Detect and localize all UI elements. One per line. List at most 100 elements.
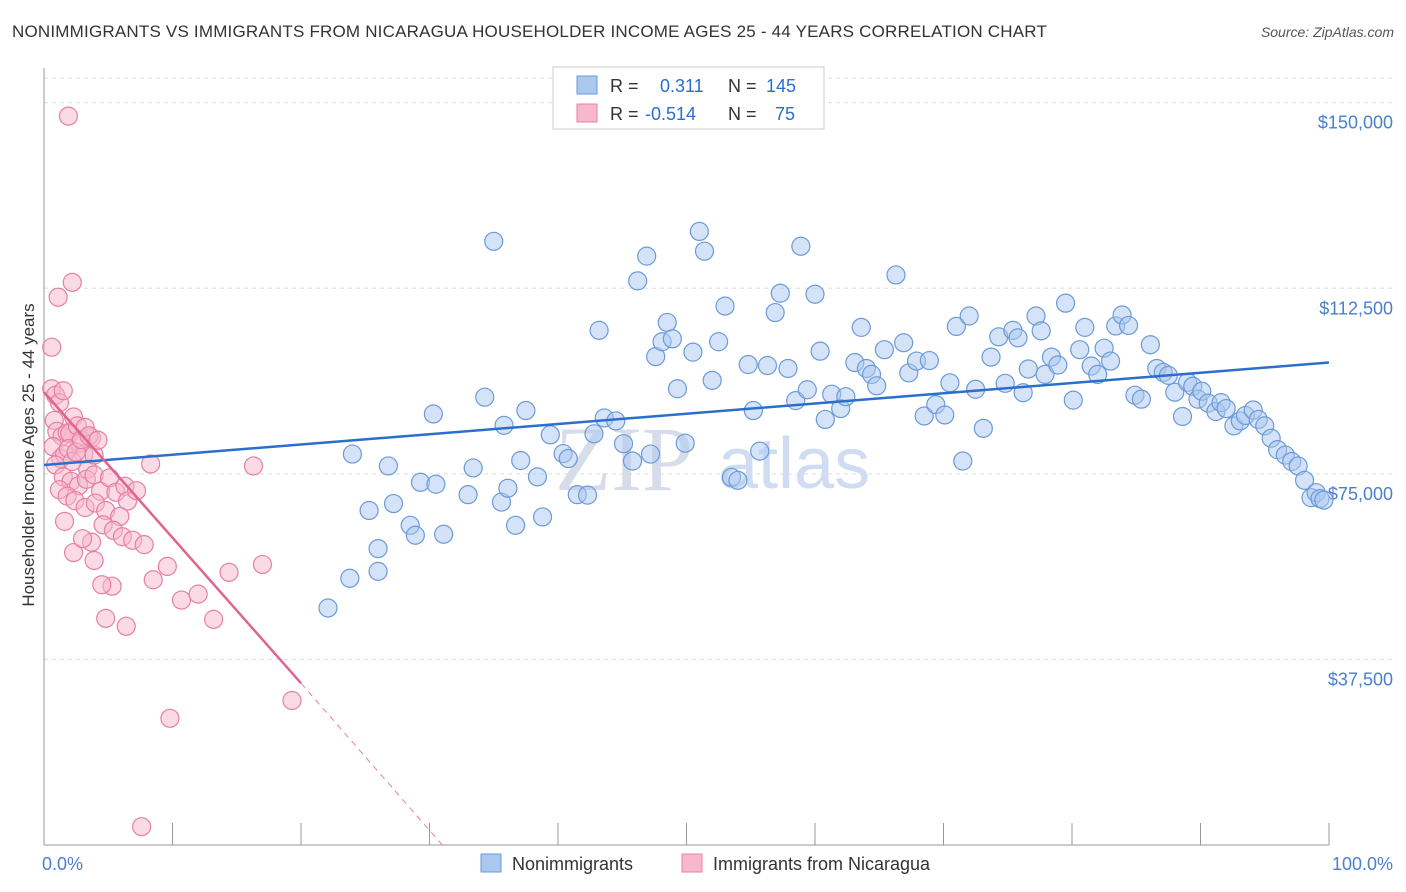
point-nicaragua [157,556,177,577]
point-nonimmigrants [815,409,835,430]
point-nonimmigrants [778,358,798,379]
point-nonimmigrants [577,485,598,505]
point-nicaragua [96,608,116,628]
data-points [42,106,1334,837]
trend-line-nicaragua [43,391,302,685]
legend-n-value-nonimmigrants: 145 [766,76,796,96]
point-nonimmigrants [1165,382,1185,402]
point-nonimmigrants [434,524,454,544]
point-nonimmigrants [667,379,688,399]
point-nonimmigrants [1140,335,1160,355]
point-nonimmigrants [1314,490,1334,510]
axes [43,68,1330,846]
point-nicaragua [134,535,154,555]
legend-r-value-nonimmigrants: 0.311 [660,76,704,96]
point-nicaragua [188,584,208,604]
point-nonimmigrants [405,525,425,545]
legend-swatch-nicaragua [576,103,598,123]
point-nonimmigrants [770,283,790,303]
point-nicaragua [132,817,152,837]
point-nicaragua [92,575,112,595]
point-nonimmigrants [981,347,1001,367]
point-nonimmigrants [1070,340,1090,360]
point-nonimmigrants [657,312,677,333]
x-tick-label-max: 100.0% [1332,854,1393,874]
point-nonimmigrants [498,478,518,498]
point-nonimmigrants [797,380,817,400]
point-nonimmigrants [750,441,770,461]
point-nonimmigrants [511,450,531,471]
point-nonimmigrants [589,320,609,340]
grid-lines [44,77,1395,660]
point-nonimmigrants [836,387,856,407]
correlation-legend: R = 0.311 N = 145 R = -0.514 N = 75 [552,66,825,130]
point-nonimmigrants [637,246,657,266]
point-nicaragua [204,609,224,629]
point-nonimmigrants [516,400,536,421]
point-nonimmigrants [919,350,939,371]
point-nonimmigrants [505,515,526,535]
point-nonimmigrants [689,221,709,241]
point-nonimmigrants [805,284,825,304]
point-nonimmigrants [743,400,763,421]
point-nonimmigrants [463,458,483,478]
point-nonimmigrants [1018,359,1038,379]
point-nicaragua [84,550,104,571]
point-nicaragua [252,554,273,575]
legend-r-label: R = [610,104,639,124]
point-nonimmigrants [1031,321,1051,341]
point-nonimmigrants [1075,317,1095,337]
point-nicaragua [126,481,147,501]
point-nicaragua [42,337,62,357]
point-nonimmigrants [1088,364,1108,385]
trend-extension-nicaragua [300,682,443,846]
point-nonimmigrants [378,456,398,476]
point-nonimmigrants [935,405,955,425]
watermark-atlas: atlas [718,424,870,504]
legend-n-label: N = [728,104,757,124]
point-nonimmigrants [715,296,735,316]
series-legend-label-nicaragua: Immigrants from Nicaragua [713,854,931,874]
point-nonimmigrants [973,418,993,438]
point-nonimmigrants [874,340,894,360]
point-nonimmigrants [894,333,914,353]
legend-n-label: N = [728,76,757,96]
legend-box [552,66,825,130]
point-nonimmigrants [1008,328,1028,348]
source-credit: Source: ZipAtlas.com [1260,24,1394,40]
point-nicaragua [143,570,163,590]
point-nonimmigrants [475,387,495,407]
point-nonimmigrants [1294,470,1315,490]
point-nicaragua [141,454,161,474]
point-nonimmigrants [946,316,966,337]
point-nonimmigrants [622,451,643,471]
point-nonimmigrants [1063,390,1083,410]
point-nicaragua [282,690,302,711]
point-nonimmigrants [383,493,404,514]
point-nonimmigrants [914,406,934,426]
point-nonimmigrants [628,271,648,291]
trend-line-nonimmigrants [43,361,1330,467]
point-nonimmigrants [484,231,504,251]
legend-r-value-nicaragua: -0.514 [645,104,696,124]
legend-r-label: R = [610,76,639,96]
point-nonimmigrants [702,370,722,390]
series-legend: Nonimmigrants Immigrants from Nicaragua [480,853,931,874]
point-nonimmigrants [613,434,634,454]
point-nicaragua [53,381,73,401]
point-nonimmigrants [757,355,778,376]
point-nonimmigrants [359,500,379,521]
point-nicaragua [54,511,75,531]
point-nonimmigrants [662,329,682,349]
point-nonimmigrants [738,354,758,375]
point-nonimmigrants [683,342,703,362]
y-axis-label: Householder Income Ages 25 - 44 years [19,303,38,606]
point-nonimmigrants [940,373,960,393]
legend-swatch-nonimmigrants [576,75,598,95]
x-tick-label-min: 0.0% [42,854,83,874]
point-nonimmigrants [318,598,338,618]
point-nonimmigrants [728,470,748,490]
point-nonimmigrants [527,467,548,487]
point-nonimmigrants [851,317,871,337]
